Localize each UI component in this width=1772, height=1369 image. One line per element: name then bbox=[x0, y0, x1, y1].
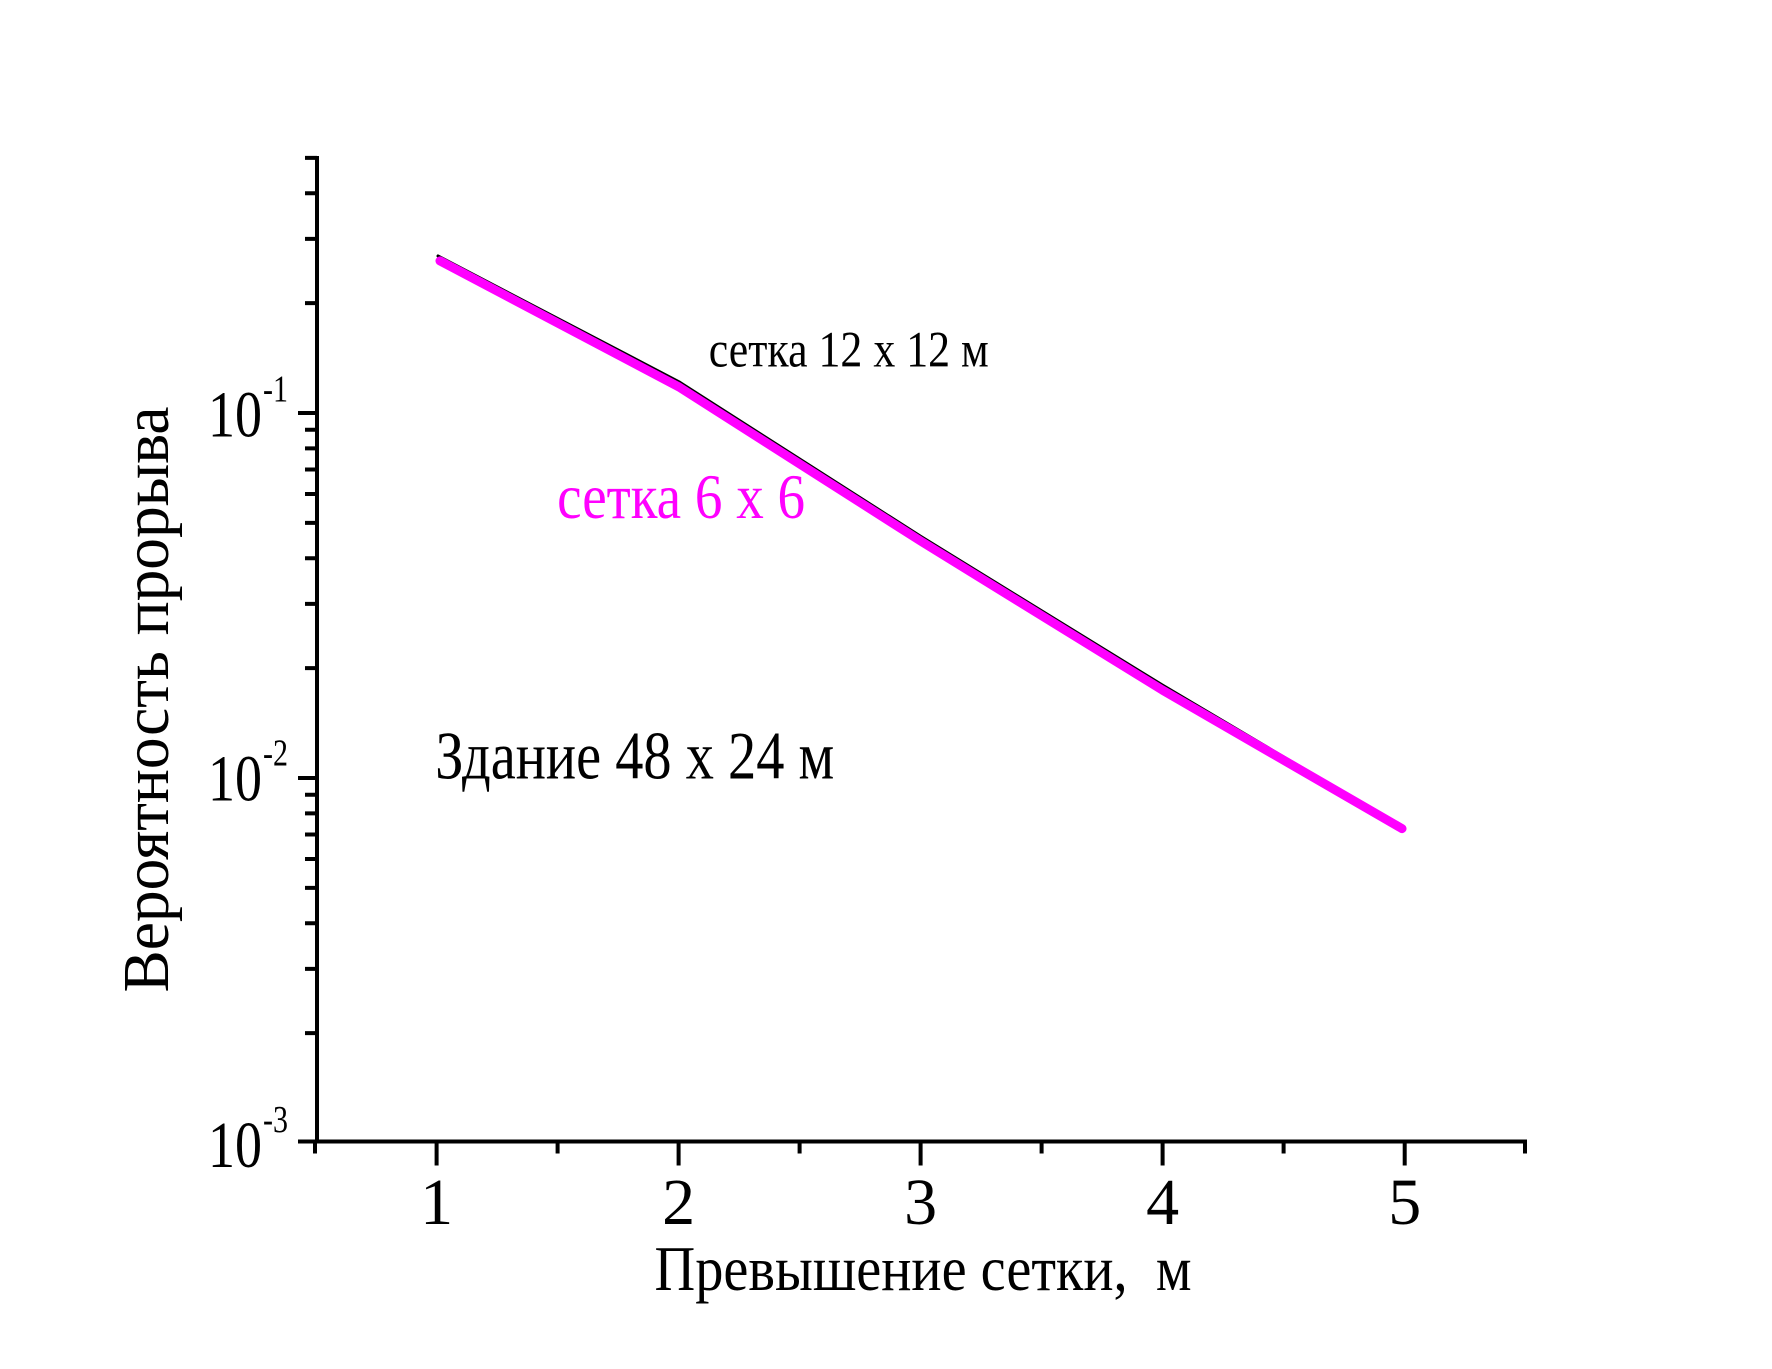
svg-text:Вероятность прорыва: Вероятность прорыва bbox=[110, 407, 183, 993]
svg-text:1: 1 bbox=[420, 1166, 453, 1239]
svg-text:Превышение сетки, м: Превышение сетки, м bbox=[655, 1234, 1192, 1304]
svg-text:5: 5 bbox=[1388, 1166, 1421, 1239]
svg-text:3: 3 bbox=[904, 1166, 937, 1239]
svg-text:2: 2 bbox=[662, 1166, 695, 1239]
svg-text:-1: -1 bbox=[263, 369, 288, 411]
svg-text:10: 10 bbox=[208, 379, 262, 452]
svg-text:-3: -3 bbox=[263, 1099, 288, 1141]
svg-text:Здание 48 х 24 м: Здание 48 х 24 м bbox=[435, 718, 834, 794]
svg-text:-2: -2 bbox=[263, 733, 288, 775]
svg-text:10: 10 bbox=[208, 1109, 262, 1182]
svg-text:сетка 6 х 6: сетка 6 х 6 bbox=[557, 462, 805, 532]
svg-text:4: 4 bbox=[1146, 1166, 1179, 1239]
svg-text:10: 10 bbox=[208, 743, 262, 816]
svg-text:сетка 12 х 12 м: сетка 12 х 12 м bbox=[709, 323, 989, 379]
